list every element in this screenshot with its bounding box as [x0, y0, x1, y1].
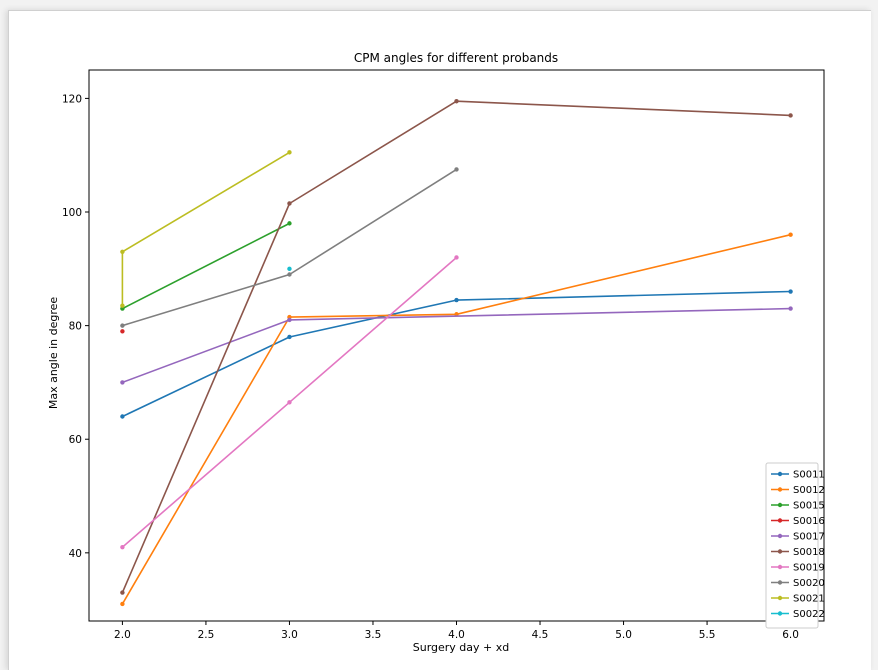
legend-label-s0016: S0016 [793, 516, 825, 527]
legend-marker-s0011 [777, 471, 783, 477]
series-line-s0017 [122, 307, 791, 384]
data-point-s0021 [287, 150, 292, 155]
legend-label-s0020: S0020 [793, 578, 825, 589]
legend-marker-s0015 [777, 502, 783, 508]
data-point-s0016 [120, 329, 125, 334]
legend-label-s0012: S0012 [793, 485, 825, 496]
x-tick-label: 5.5 [699, 629, 716, 641]
legend-label-s0011: S0011 [793, 470, 825, 481]
x-tick-label: 3.5 [365, 629, 382, 641]
y-tick-label: 80 [69, 321, 82, 333]
y-tick-label: 40 [69, 548, 82, 560]
series-line-s0015 [122, 222, 290, 310]
data-point-s0018 [120, 590, 125, 595]
legend-label-s0019: S0019 [793, 563, 825, 574]
data-point-s0018 [287, 201, 292, 206]
data-point-s0017 [120, 380, 125, 385]
x-tick-label: 6.0 [782, 629, 799, 641]
data-point-s0020 [287, 272, 292, 277]
legend-marker-s0020 [777, 580, 783, 585]
legend-label-s0022: S0022 [793, 609, 825, 620]
data-point-s0021 [120, 249, 125, 254]
x-tick-label: 2.0 [114, 629, 131, 641]
x-tick-label: 4.5 [532, 629, 549, 641]
legend-label-s0021: S0021 [793, 594, 825, 605]
x-axis-label: Surgery day + xd [413, 641, 510, 654]
data-point-s0017 [788, 306, 793, 311]
legend-label-s0015: S0015 [793, 501, 825, 512]
legend-marker-s0022 [777, 611, 783, 616]
data-point-s0012 [788, 232, 793, 237]
y-tick-label: 100 [62, 207, 82, 219]
data-point-s0020 [454, 167, 459, 172]
legend-marker-s0018 [777, 549, 783, 554]
data-point-s0019 [287, 400, 292, 405]
line-chart: CPM angles for different probands Max an… [47, 51, 825, 654]
figure-frame: CPM angles for different probands Max an… [8, 10, 871, 670]
data-point-s0019 [120, 544, 125, 550]
legend-marker-s0012 [777, 487, 783, 492]
series-line-s0012 [121, 233, 791, 605]
x-tick-label: 3.0 [281, 629, 298, 641]
data-point-s0011 [287, 334, 292, 340]
data-point-s0019 [454, 255, 459, 260]
data-point-s0017 [287, 317, 292, 323]
data-point-s0022 [287, 266, 292, 272]
data-point-s0011 [120, 414, 125, 419]
data-point-s0015 [287, 221, 292, 226]
data-point-s0020 [120, 323, 125, 328]
chart-title: CPM angles for different probands [354, 51, 558, 65]
x-tick-label: 2.5 [198, 629, 215, 641]
y-tick-label: 60 [69, 434, 82, 446]
series-line-s0018 [121, 100, 791, 593]
plot-area: 2.0 2.5 3.0 3.5 4.0 4.5 5.0 5.5 6.0 40 60 80 100 120 S… [62, 69, 825, 641]
x-tick-label: 4.0 [448, 629, 465, 641]
data-point-s0018 [454, 99, 459, 104]
data-point-s0018 [788, 113, 793, 118]
legend-label-s0018: S0018 [793, 547, 825, 558]
data-point-s0011 [454, 297, 459, 303]
legend-marker-s0016 [777, 518, 783, 523]
data-point-s0021 [120, 303, 125, 308]
y-axis-label: Max angle in degree [47, 297, 60, 410]
plot-frame [88, 69, 825, 622]
legend-marker-s0021 [777, 595, 783, 601]
legend-marker-s0017 [777, 533, 783, 539]
legend-marker-s0019 [777, 564, 783, 570]
data-point-s0012 [120, 601, 125, 607]
x-tick-label: 5.0 [615, 629, 632, 641]
y-tick-label: 120 [62, 93, 82, 105]
legend-label-s0017: S0017 [793, 532, 825, 543]
data-point-s0011 [788, 289, 793, 294]
series-line-s0020 [122, 168, 457, 327]
